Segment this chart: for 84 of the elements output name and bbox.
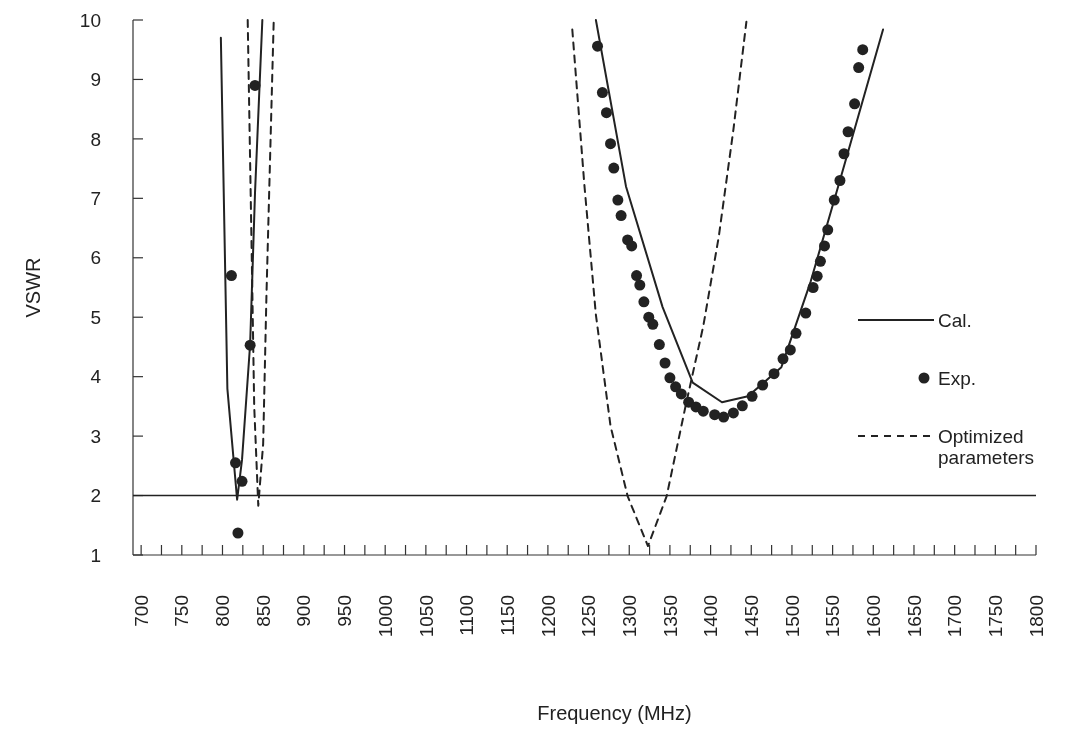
point: [605, 138, 617, 150]
point: [615, 210, 627, 222]
point: [736, 400, 748, 412]
y-tick-label: 6: [90, 247, 101, 269]
point: [608, 162, 620, 174]
legend-label: Cal.: [938, 309, 972, 331]
x-tick-label: 1700: [944, 595, 966, 638]
point: [631, 270, 643, 282]
point: [822, 224, 834, 236]
point: [232, 527, 244, 539]
point: [600, 107, 612, 119]
point: [807, 282, 819, 293]
legend-label: Exp.: [938, 367, 977, 389]
point: [857, 44, 869, 56]
point: [225, 270, 237, 282]
x-tick-label: 1450: [740, 595, 762, 638]
y-tick-label: 1: [90, 544, 101, 566]
y-tick-label: 8: [90, 128, 101, 150]
point: [834, 175, 846, 186]
point: [592, 40, 604, 52]
x-axis-title: Frequency (MHz): [537, 702, 692, 724]
point: [746, 390, 758, 402]
point: [814, 255, 826, 267]
y-tick-label: 3: [90, 425, 101, 447]
point: [800, 307, 812, 319]
point: [612, 194, 624, 206]
point: [596, 87, 608, 99]
x-tick-label: 1200: [537, 595, 559, 638]
x-tick-label: 750: [171, 595, 193, 627]
x-tick-label: 1150: [496, 595, 518, 636]
point: [777, 353, 789, 365]
x-tick-label: 1100: [456, 595, 478, 636]
y-axis-title: VSWR: [22, 257, 44, 318]
point: [634, 279, 646, 291]
point: [653, 339, 665, 351]
x-tick-label: 950: [334, 595, 356, 627]
point: [842, 126, 854, 138]
y-tick-label: 9: [90, 69, 101, 91]
point: [670, 381, 682, 393]
point: [659, 357, 671, 369]
y-tick-label: 7: [90, 187, 101, 209]
point: [230, 457, 241, 469]
y-tick-label: 10: [79, 9, 101, 31]
x-tick-label: 700: [130, 595, 152, 627]
x-tick-label: 1500: [781, 595, 803, 638]
x-tick-label: 1050: [415, 595, 437, 638]
x-tick-label: 1300: [618, 595, 640, 638]
point: [664, 372, 676, 384]
legend-label: Optimized parameters: [938, 425, 1035, 468]
point: [790, 327, 802, 339]
x-tick-label: 1600: [862, 595, 884, 638]
y-tick-label: 2: [90, 485, 101, 507]
point: [811, 270, 823, 282]
x-tick-label: 1550: [822, 595, 844, 638]
point: [818, 240, 830, 252]
point: [638, 296, 650, 308]
point: [849, 98, 861, 110]
point: [768, 368, 780, 380]
point: [853, 62, 865, 74]
point: [838, 148, 850, 160]
point: [675, 388, 687, 400]
x-tick-label: 1350: [659, 595, 681, 638]
point: [647, 318, 659, 330]
point: [626, 240, 638, 252]
point: [727, 407, 739, 419]
point: [236, 475, 248, 487]
x-tick-label: 1750: [984, 595, 1006, 638]
x-tick-label: 1000: [374, 595, 396, 638]
x-tick-label: 1250: [578, 595, 600, 638]
x-tick-label: 800: [212, 595, 234, 627]
y-tick-label: 5: [90, 306, 101, 328]
point: [757, 379, 769, 391]
x-tick-label: 1800: [1025, 595, 1047, 638]
point: [249, 79, 261, 91]
y-tick-label: 4: [90, 366, 102, 388]
point: [784, 344, 796, 356]
x-tick-label: 1400: [700, 595, 722, 638]
x-tick-label: 900: [293, 595, 315, 627]
point: [697, 405, 709, 417]
point: [718, 411, 730, 423]
x-tick-label: 1650: [903, 595, 925, 638]
point: [709, 409, 721, 421]
point: [828, 194, 840, 206]
x-tick-label: 850: [252, 595, 274, 627]
